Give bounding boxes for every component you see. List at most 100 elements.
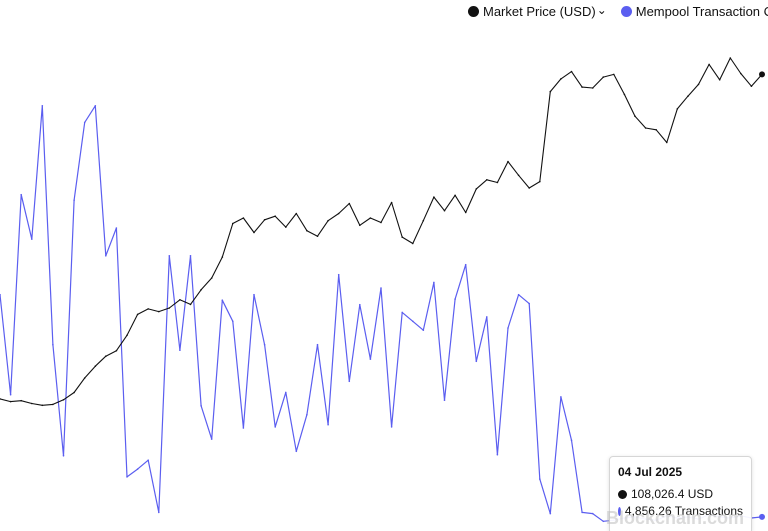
legend-item-market-price[interactable]: Market Price (USD) ⌄ — [468, 2, 607, 19]
price-data-point — [687, 95, 689, 97]
price-data-point — [454, 194, 456, 197]
mempool-data-point — [591, 512, 594, 515]
price-data-point — [591, 87, 594, 89]
price-data-point — [94, 365, 97, 368]
mempool-data-point — [232, 320, 234, 323]
price-data-point — [475, 188, 478, 190]
price-data-point — [729, 57, 732, 59]
mempool-data-point — [20, 193, 23, 196]
mempool-data-point — [412, 320, 414, 323]
mempool-data-point — [179, 349, 181, 352]
price-data-point — [73, 391, 75, 394]
mempool-data-point — [454, 298, 456, 300]
price-data-point — [20, 399, 23, 402]
price-data-point — [708, 63, 710, 66]
tooltip-dot-icon — [618, 489, 627, 499]
mempool-data-point — [136, 468, 139, 470]
legend-label-market-price: Market Price (USD) — [483, 4, 596, 19]
price-series-group — [0, 57, 763, 407]
mempool-data-point — [73, 199, 75, 201]
tooltip-marker-group — [759, 71, 765, 520]
price-data-point — [221, 256, 224, 258]
price-data-point — [750, 85, 753, 87]
chevron-down-icon[interactable]: ⌄ — [596, 2, 607, 17]
price-data-point — [200, 289, 202, 291]
price-data-point — [337, 212, 340, 215]
price-data-point — [549, 90, 552, 93]
price-data-point — [496, 181, 499, 184]
tooltip-dot-icon — [618, 506, 621, 516]
mempool-data-point — [83, 121, 86, 124]
mempool-data-point — [0, 293, 1, 296]
mempool-data-point — [602, 520, 605, 523]
mempool-data-point — [52, 343, 54, 346]
mempool-data-point — [422, 329, 425, 332]
mempool-data-point — [31, 238, 33, 240]
price-data-point — [306, 229, 308, 232]
mempool-data-point — [189, 255, 192, 257]
mempool-data-point — [560, 396, 562, 398]
mempool-data-point — [337, 273, 340, 276]
mempool-data-point — [158, 511, 160, 514]
price-data-point — [348, 202, 351, 205]
tooltip-row-price: 108,026.4 USD — [618, 487, 743, 501]
price-data-point — [31, 402, 33, 405]
mempool-data-point — [210, 438, 213, 440]
price-data-point — [83, 377, 86, 379]
chart-tooltip: 04 Jul 2025 108,026.4 USD 4,856.26 Trans… — [609, 456, 752, 531]
mempool-data-point — [285, 391, 287, 394]
mempool-data-point — [126, 476, 128, 478]
price-data-point — [390, 201, 393, 204]
mempool-data-point — [200, 405, 202, 407]
mempool-data-point — [443, 399, 446, 402]
mempool-data-point — [41, 105, 44, 107]
price-data-point — [62, 399, 65, 401]
price-data-point — [105, 355, 107, 358]
price-data-point — [316, 235, 319, 237]
mempool-data-point — [517, 293, 520, 296]
price-data-point — [285, 226, 287, 228]
mempool-data-point — [274, 426, 277, 428]
price-data-point — [560, 78, 562, 80]
price-data-point — [359, 224, 361, 227]
price-data-point — [570, 70, 573, 73]
mempool-data-point — [9, 393, 12, 396]
price-data-point — [295, 212, 298, 215]
price-data-point — [539, 180, 541, 183]
price-data-point — [740, 72, 742, 75]
price-data-point — [327, 219, 329, 222]
price-data-point — [528, 187, 530, 189]
mempool-data-point — [94, 105, 97, 107]
price-data-point — [507, 160, 509, 163]
mempool-data-point — [253, 293, 255, 296]
price-data-point — [115, 349, 118, 352]
mempool-data-point — [380, 287, 382, 289]
price-data-point — [464, 211, 467, 214]
mempool-data-point — [295, 450, 298, 453]
price-series-line — [0, 57, 763, 406]
legend-dot-icon — [468, 6, 479, 17]
legend-item-mempool[interactable]: Mempool Transaction Co — [620, 4, 768, 19]
mempool-data-point — [507, 327, 509, 329]
mempool-data-point — [496, 453, 499, 456]
chart-legend: Market Price (USD) ⌄ Mempool Transaction… — [468, 2, 768, 19]
price-data-point — [401, 236, 404, 238]
price-data-point — [52, 403, 54, 406]
mempool-data-point — [369, 358, 372, 360]
price-data-point — [189, 303, 192, 306]
price-data-point — [655, 129, 657, 131]
mempool-data-point — [115, 227, 118, 229]
legend-dot-icon — [620, 6, 632, 17]
price-data-point — [168, 307, 171, 309]
price-data-point — [422, 219, 425, 222]
price-data-point — [676, 108, 679, 110]
price-data-point — [232, 222, 234, 225]
mempool-data-point — [327, 423, 329, 426]
price-data-point — [602, 76, 605, 78]
price-data-point — [718, 79, 721, 81]
price-data-point — [613, 73, 615, 76]
mempool-data-point — [62, 455, 65, 457]
price-hover-marker — [759, 71, 765, 78]
price-data-point — [581, 86, 583, 88]
